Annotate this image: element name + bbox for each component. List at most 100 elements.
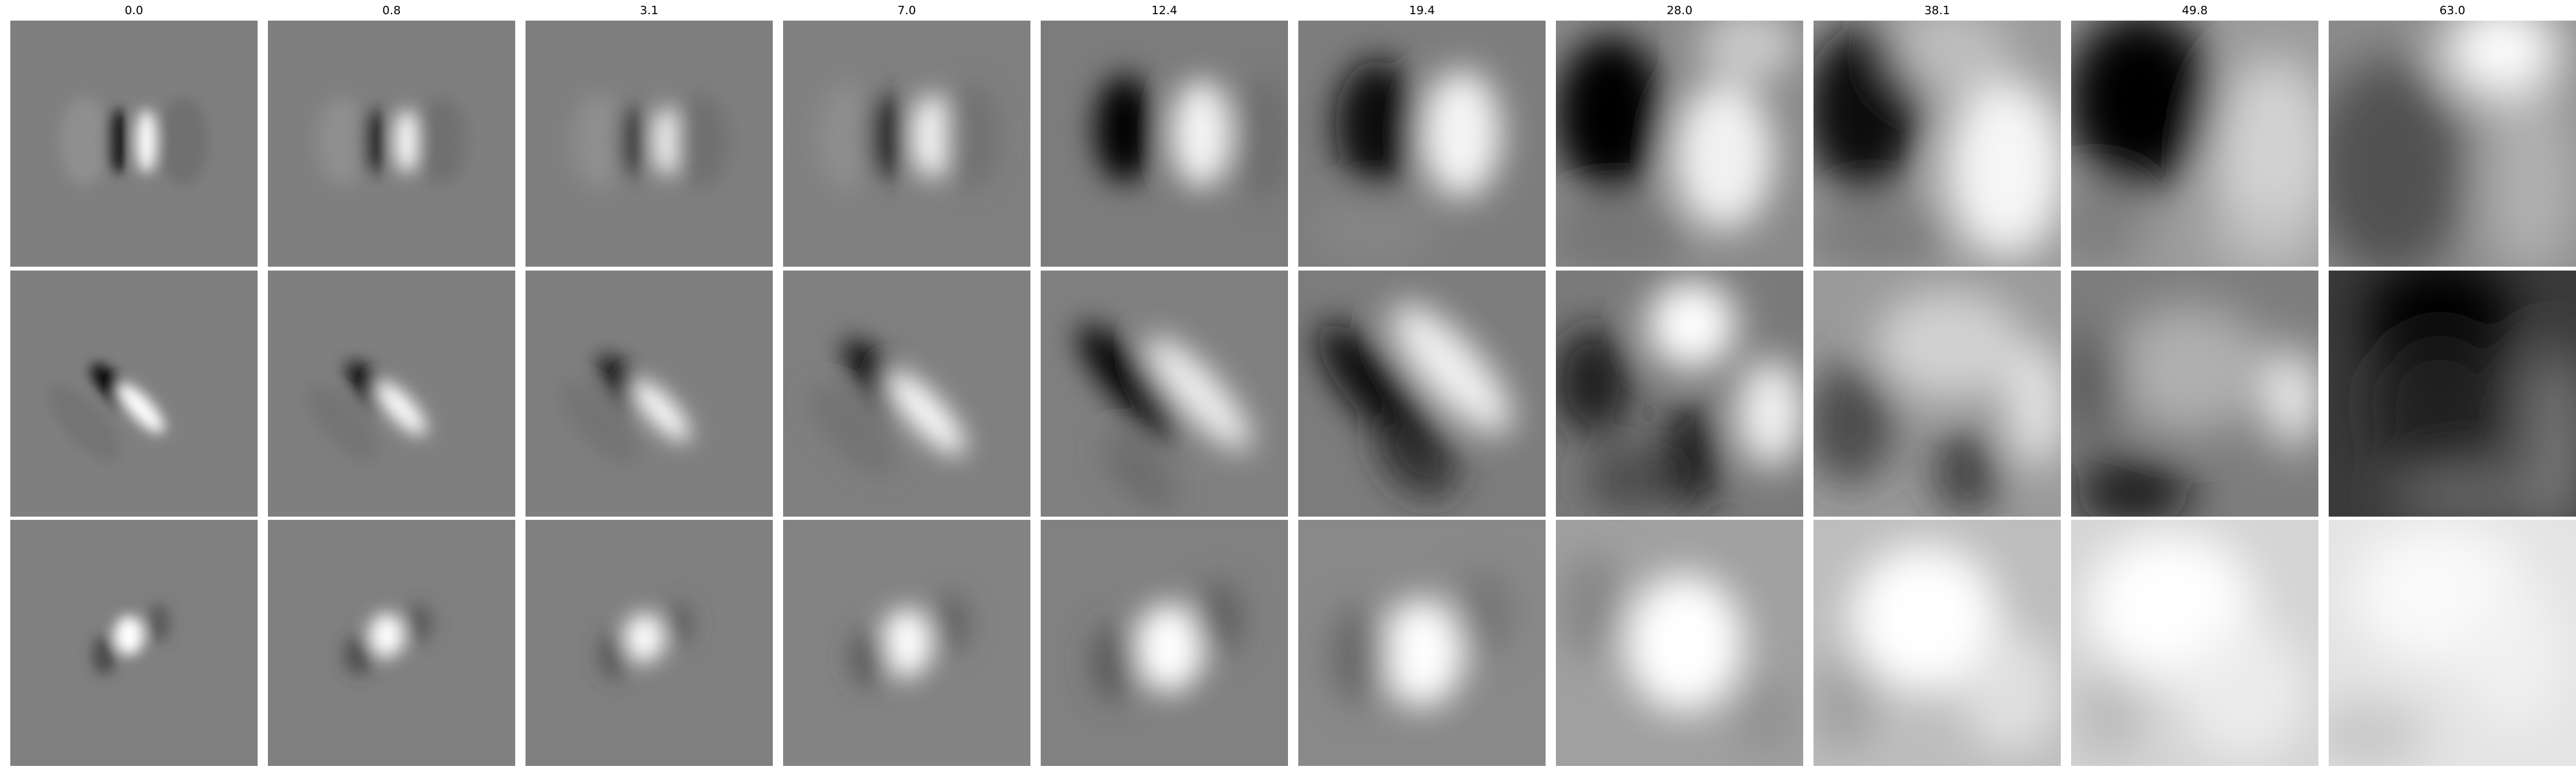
filter-row-3-panel-7-image [1814,520,2061,766]
intensity-blob-3 [941,82,1001,191]
intensity-blob-2 [1375,412,1459,499]
filter-row-3-panel-6 [1556,520,1803,766]
intensity-blob-1 [1736,359,1803,468]
intensity-blob-1 [2329,57,2470,267]
filter-row-2-panel-1 [268,271,515,517]
filter-row-3-panel-3 [783,520,1030,766]
column-title-1: 0.8 [382,4,401,17]
filter-row-2-panel-4-image [1041,271,1288,517]
intensity-blob-2 [2329,701,2428,766]
intensity-blob-0 [114,615,144,656]
filter-row-3-panel-9-image [2329,520,2576,766]
column-title-2: 3.1 [639,4,659,17]
column-title-7: 38.1 [1924,4,1951,17]
intensity-blob-0 [882,608,932,678]
intensity-blob-3 [1814,198,1950,267]
intensity-blob-2 [664,601,694,645]
filter-row-3-panel-9 [2329,520,2576,766]
filter-row-2-panel-4 [1041,271,1288,517]
intensity-blob-2 [1814,361,1895,485]
intensity-blob-1 [376,381,426,435]
filter-row-3-panel-4-image [1041,520,1288,766]
filter-row-3-panel-8 [2071,520,2318,766]
intensity-blob-0 [369,613,404,658]
filter-row-1-panel-4-image [1041,21,1288,267]
panel-background [10,21,258,267]
filter-row-1-panel-6-image [1556,21,1803,267]
intensity-blob-0 [2110,305,2269,434]
intensity-blob-2 [931,593,971,653]
filter-row-2-panel-6 [1556,271,1803,517]
filter-row-3-panel-5-image [1298,520,1546,766]
intensity-blob-0 [1625,574,1744,712]
intensity-blob-1 [600,630,630,680]
filter-row-1-panel-9 [2329,21,2576,267]
intensity-blob-2 [572,94,627,188]
intensity-blob-0 [1647,280,1737,369]
intensity-blob-0 [1875,290,2024,399]
intensity-blob-2 [48,384,121,463]
column-title-8: 49.8 [2181,4,2208,17]
intensity-blob-3 [1662,401,1722,510]
intensity-blob-1 [2214,57,2318,254]
filter-row-3-panel-0-image [10,520,258,766]
intensity-blob-1 [1391,303,1512,435]
intensity-blob-2 [2482,82,2576,267]
intensity-blob-2 [1556,327,1633,435]
intensity-blob-2 [1454,569,1514,658]
filter-row-2-panel-7 [1814,271,2061,517]
intensity-blob-2 [404,603,434,643]
intensity-blob-2 [1731,677,1801,756]
intensity-blob-1 [345,635,375,675]
intensity-blob-1 [136,109,156,173]
intensity-blob-3 [2071,327,2126,435]
intensity-blob-0 [1556,35,1665,193]
intensity-blob-2 [2526,344,2576,517]
intensity-blob-1 [1947,79,2061,257]
filter-row-3-panel-4 [1041,520,1288,766]
intensity-blob-1 [888,371,965,455]
filter-row-2-panel-8-image [2071,271,2318,517]
intensity-blob-2 [317,97,367,186]
intensity-blob-0 [363,109,386,173]
column-title-9: 63.0 [2439,4,2466,17]
intensity-blob-3 [416,97,466,186]
intensity-blob-0 [624,613,665,663]
filter-row-1-panel-1 [268,21,515,267]
intensity-blob-2 [817,82,877,191]
intensity-blob-0 [2071,21,2215,188]
filter-row-2-panel-8 [2071,271,2318,517]
intensity-blob-1 [2006,344,2061,468]
intensity-blob-1 [395,109,418,173]
intensity-blob-0 [1095,75,1155,184]
filter-row-2-panel-6-image [1556,271,1803,517]
filter-row-1-panel-1-image [268,21,515,267]
filter-row-1-panel-0 [10,21,258,267]
filter-row-3-panel-1 [268,520,515,766]
filter-row-1-panel-4 [1041,21,1288,267]
intensity-blob-1 [654,106,679,176]
intensity-blob-4 [1586,445,1675,515]
intensity-blob-2 [1814,655,1878,754]
filter-row-3-panel-3-image [783,520,1030,766]
column-title-0: 0.0 [124,4,144,17]
filter-row-2-panel-5 [1298,271,1546,517]
filter-row-1-panel-9-image [2329,21,2576,267]
intensity-blob-1 [1090,623,1140,702]
filter-row-1-panel-8 [2071,21,2318,267]
intensity-blob-2 [1102,432,1178,513]
intensity-blob-2 [146,603,171,643]
intensity-blob-2 [2073,457,2193,517]
filter-row-2-panel-0-image [10,271,258,517]
intensity-blob-1 [633,380,690,442]
filter-row-2-panel-2-image [526,271,773,517]
intensity-blob-0 [1850,544,1999,692]
intensity-blob-2 [1194,581,1244,656]
intensity-blob-3 [2071,185,2146,267]
intensity-blob-0 [619,106,645,176]
filter-row-2-panel-3 [783,271,1030,517]
filter-row-1-panel-5 [1298,21,1546,267]
intensity-blob-1 [91,635,117,675]
intensity-blob-1 [913,94,951,178]
